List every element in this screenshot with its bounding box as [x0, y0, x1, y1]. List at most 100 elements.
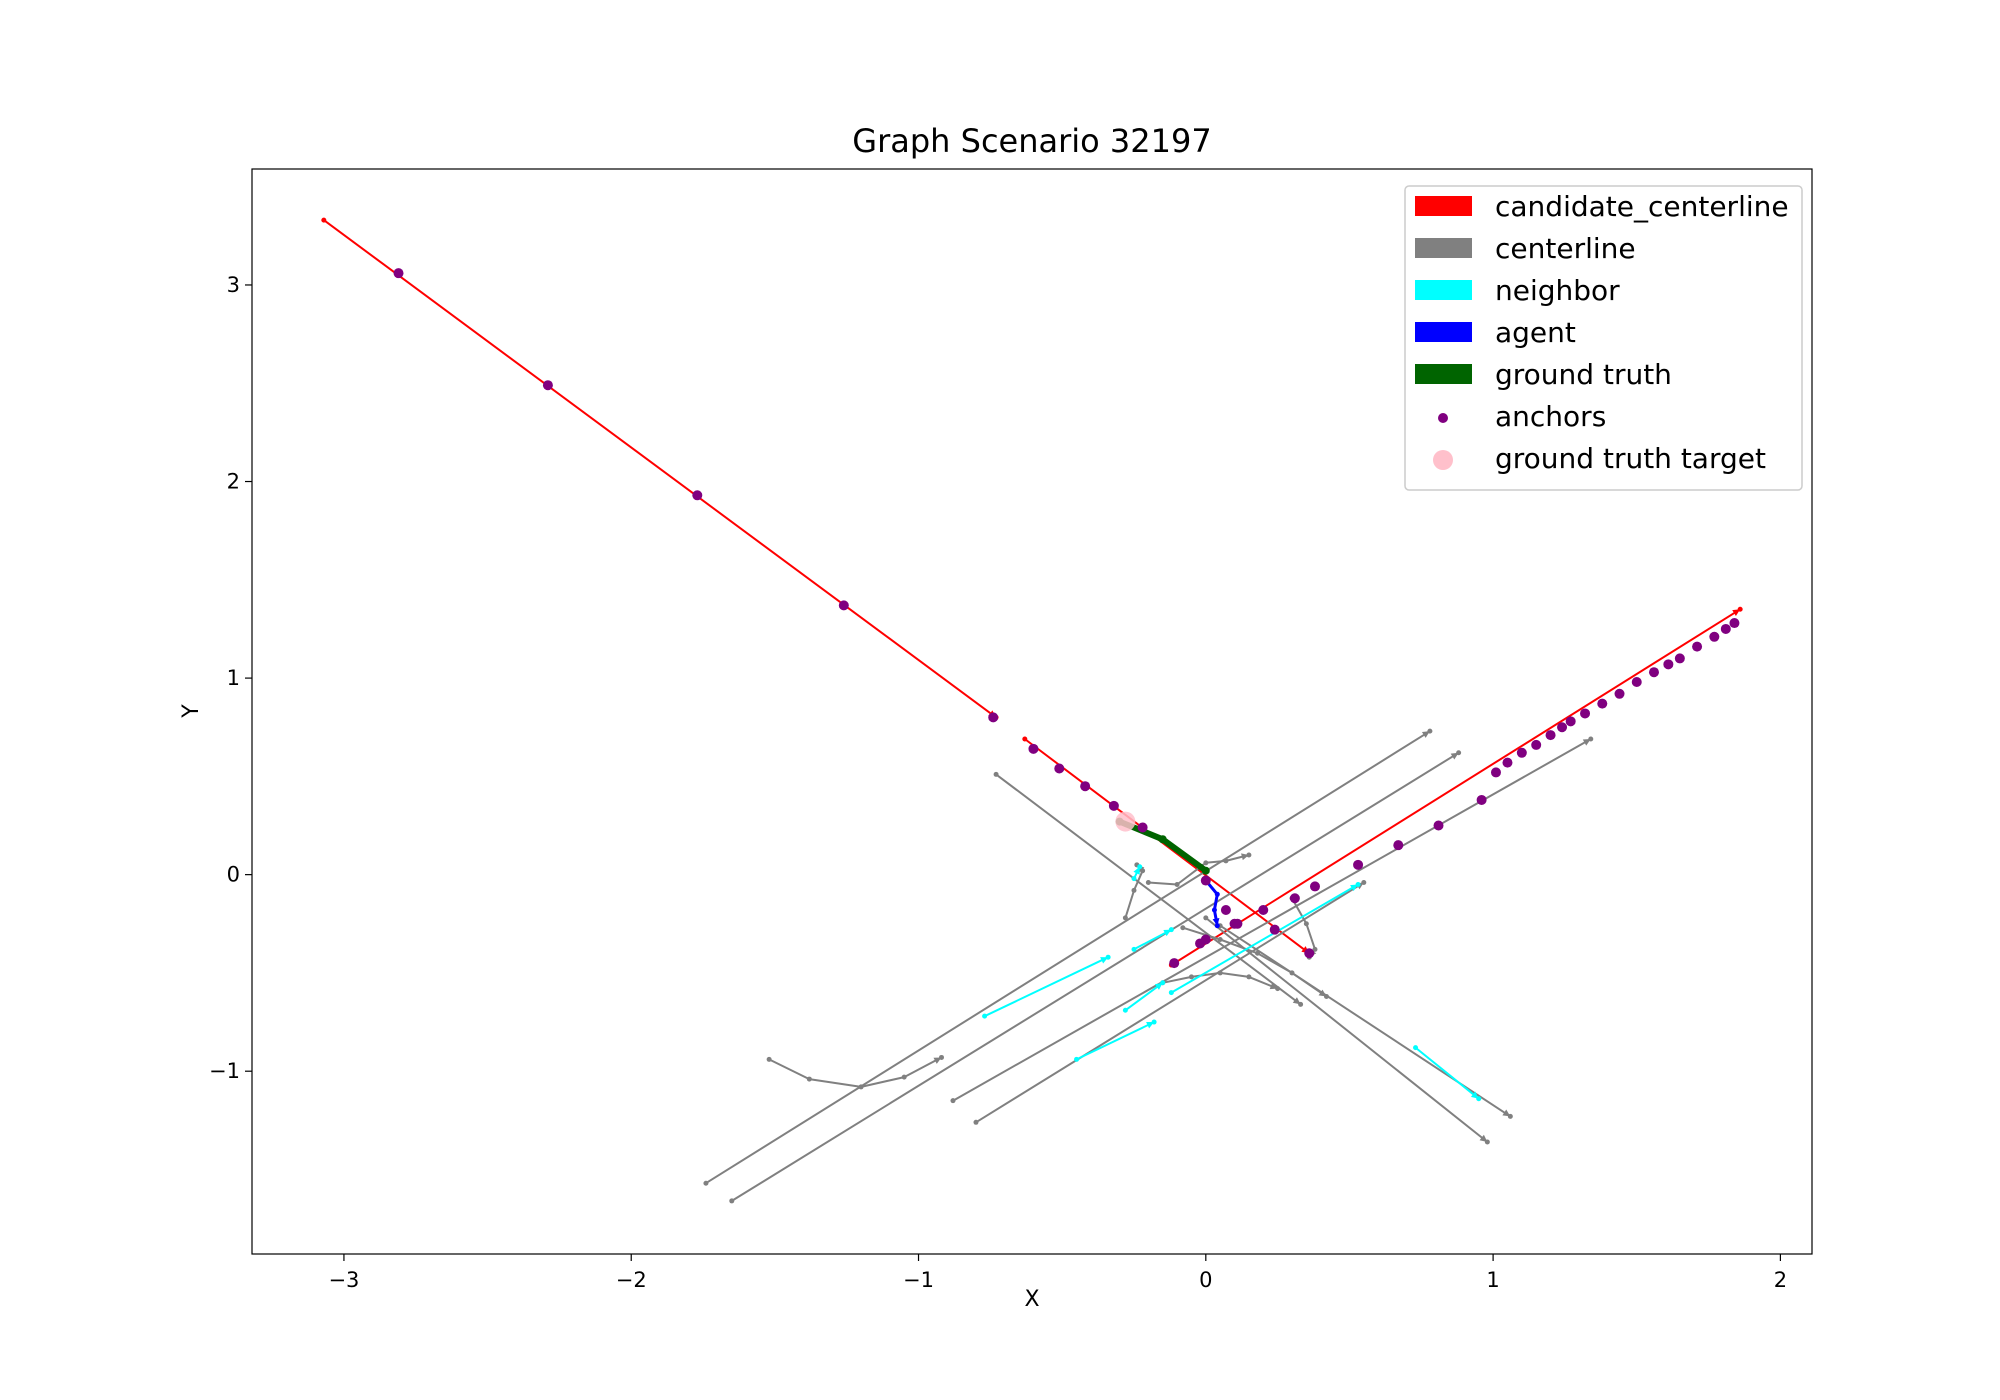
x-tick-label: −1: [903, 1268, 934, 1292]
anchor-point: [1692, 641, 1703, 652]
anchor-point: [1304, 948, 1315, 959]
neighbor-arrowhead: [1133, 866, 1140, 875]
agent-legend-swatch: [1415, 322, 1472, 342]
centerline-arrowhead: [1269, 982, 1278, 990]
centerline-vertex: [901, 1074, 907, 1080]
anchors-legend-swatch: [1438, 413, 1448, 423]
neighbor-vertex: [1168, 990, 1174, 996]
anchor-point: [1565, 716, 1576, 727]
ground-truth-legend-label: ground truth: [1495, 358, 1672, 391]
centerline-arrowhead: [1479, 1134, 1488, 1142]
anchor-point: [988, 712, 999, 723]
x-axis-label: X: [1024, 1287, 1039, 1312]
ground-truth-target-legend-label: ground truth target: [1495, 442, 1766, 475]
neighbor-legend-swatch: [1415, 280, 1472, 300]
centerline-line: [704, 730, 1431, 1185]
centerline-arrowhead: [1241, 853, 1249, 861]
ground-truth-target-point: [1115, 811, 1136, 832]
anchor-point: [1309, 881, 1320, 892]
agent-arrowhead: [1212, 918, 1220, 926]
centerline-line: [1204, 916, 1489, 1143]
neighbor-series: [982, 864, 1482, 1102]
anchor-point: [1557, 722, 1568, 733]
anchor-point: [1531, 739, 1542, 750]
anchor-point: [1169, 958, 1180, 969]
anchors-series: [393, 268, 1740, 969]
anchor-point: [1054, 763, 1065, 774]
anchor-point: [1258, 905, 1269, 916]
centerline-vertex: [1122, 915, 1128, 921]
axis-ticks: −3 −2 −1 0 1 2 −1 0 1 2 3: [209, 273, 1787, 1292]
anchor-point: [1502, 757, 1513, 768]
anchor-point: [1220, 905, 1231, 916]
candidate-centerline-vertex: [321, 217, 327, 223]
neighbor-arrowhead: [1350, 884, 1359, 892]
centerline-arrowhead: [933, 1057, 942, 1064]
centerline-vertex: [1203, 860, 1209, 866]
neighbor-vertex: [1122, 1007, 1128, 1013]
anchor-point: [1393, 840, 1404, 851]
anchor-point: [1353, 859, 1364, 870]
centerline-arrowhead: [1502, 1109, 1511, 1117]
x-tick-label: 1: [1486, 1268, 1499, 1292]
neighbor-arrowhead: [1146, 1022, 1155, 1029]
centerline-vertex: [1312, 946, 1318, 952]
anchor-point: [838, 600, 849, 611]
anchor-point: [542, 380, 553, 391]
anchor-point: [1709, 631, 1720, 642]
centerline-vertex: [993, 771, 999, 777]
centerline-vertex: [806, 1076, 812, 1082]
centerline-vertex: [1203, 915, 1209, 921]
ground-truth-line: [1116, 818, 1209, 874]
candidate-centerline-legend-label: candidate_centerline: [1495, 190, 1789, 223]
neighbor-arrowhead: [1470, 1091, 1479, 1099]
anchor-point: [1720, 623, 1731, 634]
candidate-centerline-line: [1023, 738, 1311, 955]
anchor-point: [1490, 767, 1501, 778]
chart-title: Graph Scenario 32197: [852, 122, 1211, 160]
centerline-line: [952, 738, 1592, 1102]
chart-marks: [321, 217, 1743, 1204]
x-tick-label: −2: [616, 1268, 647, 1292]
y-tick-label: 3: [227, 273, 240, 297]
anchor-point: [1137, 822, 1148, 833]
centerline-vertex: [1217, 970, 1223, 976]
neighbor-legend-label: neighbor: [1495, 274, 1620, 307]
neighbor-line: [1414, 1046, 1480, 1100]
neighbor-line: [1170, 883, 1360, 994]
neighbor-arrowhead: [1154, 982, 1163, 990]
centerline-vertex: [950, 1098, 956, 1104]
centerline-vertex: [1145, 880, 1151, 886]
anchor-point: [1269, 924, 1280, 935]
centerline-arrowhead: [1292, 997, 1301, 1005]
agent-line: [1204, 879, 1219, 928]
anchor-point: [1476, 794, 1487, 805]
centerline-vertex: [766, 1056, 772, 1062]
centerline-vertex: [703, 1180, 709, 1186]
neighbor-line: [983, 956, 1110, 1018]
ground-truth-vertex: [1158, 835, 1167, 844]
centerline-legend-label: centerline: [1495, 232, 1636, 265]
agent-vertex: [1214, 891, 1220, 897]
legend-box: [1404, 185, 1803, 491]
candidate-centerline-line: [322, 219, 998, 719]
candidate-centerline-vertex: [1022, 736, 1028, 742]
anchor-point: [1631, 677, 1642, 688]
neighbor-line: [1124, 981, 1164, 1012]
centerline-vertex: [1223, 858, 1229, 864]
centerline-line: [730, 751, 1460, 1202]
neighbor-vertex: [982, 1013, 988, 1019]
centerline-vertex: [1246, 974, 1252, 980]
anchor-point: [1200, 934, 1211, 945]
centerline-line: [975, 881, 1365, 1124]
centerline-vertex: [1217, 937, 1223, 943]
ground-truth-target-legend-swatch: [1433, 450, 1453, 470]
neighbor-vertex: [1131, 876, 1137, 882]
y-axis-label: Y: [179, 704, 204, 719]
centerline-vertex: [973, 1119, 979, 1125]
candidate-centerline-legend-swatch: [1415, 196, 1472, 216]
centerline-vertex: [1289, 970, 1295, 976]
agent-legend-label: agent: [1495, 316, 1576, 349]
y-tick-label: 2: [227, 470, 240, 494]
centerline-vertex: [1174, 881, 1180, 887]
